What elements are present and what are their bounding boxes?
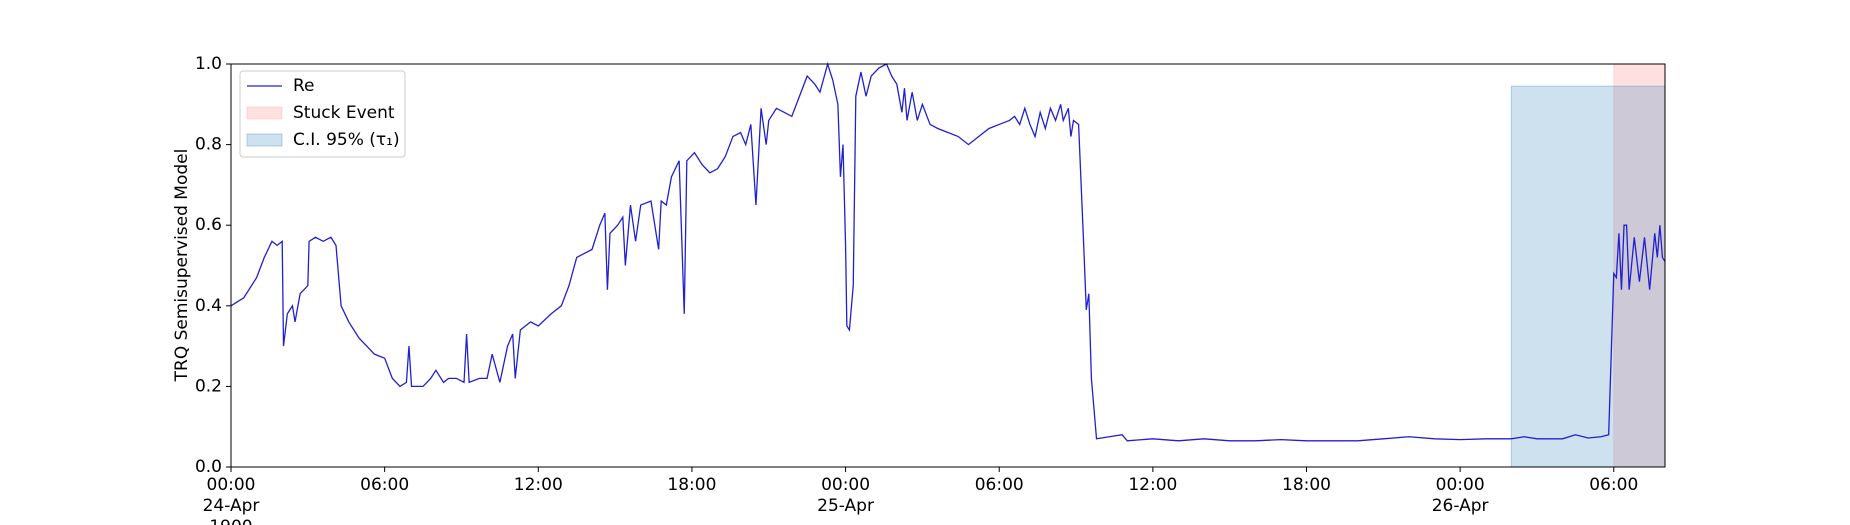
legend-swatch: [246, 133, 283, 147]
x-tick-label: 12:00: [514, 475, 563, 495]
y-axis-label: TRQ Semisupervised Model: [172, 149, 192, 383]
x-tick-label: 24-Apr: [203, 496, 260, 516]
y-tick-label: 0.0: [195, 457, 222, 477]
y-tick-label: 0.8: [195, 135, 222, 155]
plot-frame: [230, 63, 1666, 468]
legend-label: Stuck Event: [293, 103, 395, 123]
line: [230, 61, 1666, 442]
x-tick-label: 06:00: [360, 475, 409, 495]
x-tick-label: 12:00: [1128, 475, 1177, 495]
y-tick-label: 1.0: [195, 54, 222, 74]
legend-box: [239, 70, 406, 158]
x-tick-label: 1900: [209, 517, 252, 525]
x-tick-label: 25-Apr: [817, 496, 874, 516]
x-tick-label: 18:00: [1282, 475, 1331, 495]
legend-label: Re: [293, 76, 315, 96]
y-tick-label: 0.6: [195, 215, 222, 235]
y-tick-label: 0.4: [195, 296, 222, 316]
x-tick-label: 06:00: [1589, 475, 1638, 495]
x-tick-label: 26-Apr: [1432, 496, 1489, 516]
x-tick-label: 00:00: [821, 475, 870, 495]
x-tick-label: 00:00: [207, 475, 256, 495]
x-tick-label: 00:00: [1436, 475, 1485, 495]
span: [1510, 85, 1666, 468]
legend-label: C.I. 95% (τ₁): [293, 130, 400, 150]
x-tick-label: 06:00: [975, 475, 1024, 495]
y-tick-label: 0.2: [195, 376, 222, 396]
legend-swatch: [246, 106, 283, 120]
x-tick-label: 18:00: [667, 475, 716, 495]
